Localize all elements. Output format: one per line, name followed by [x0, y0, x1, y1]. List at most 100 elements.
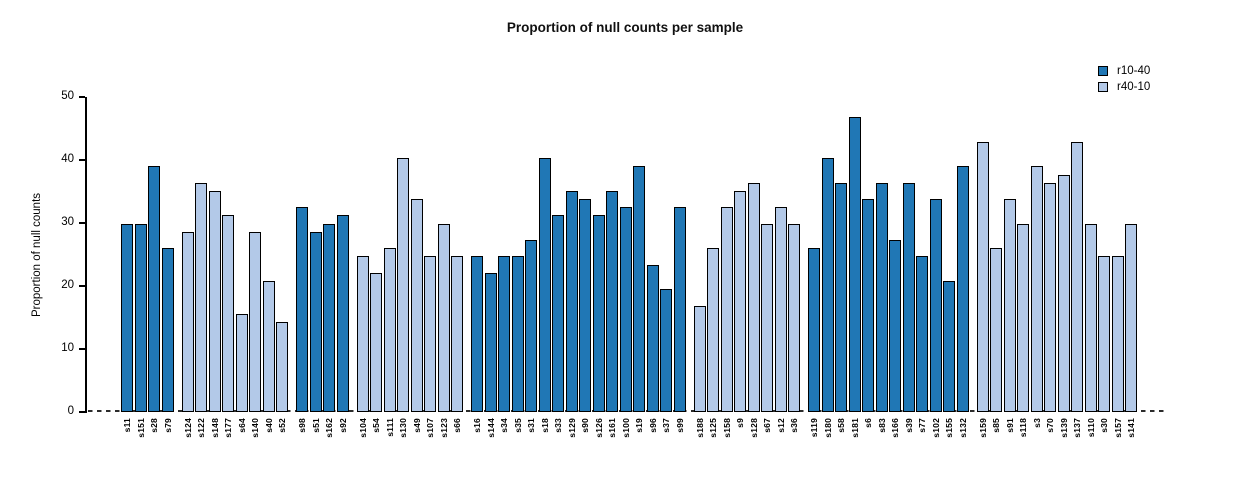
x-axis-label-s129: s129: [566, 418, 577, 438]
bar-s129: [565, 190, 578, 412]
x-axis-label-s58: s58: [836, 418, 846, 433]
x-axis-label-s34: s34: [499, 418, 509, 433]
y-tick-label: 0: [67, 405, 74, 417]
bar-s132: [956, 166, 969, 412]
bar-s83: [875, 182, 888, 412]
bar-column-s67: s67: [761, 97, 773, 433]
bar-s126: [592, 215, 605, 412]
bar-s119: [808, 248, 820, 412]
x-axis-label-s35: s35: [512, 418, 523, 433]
bar-s92: [336, 215, 349, 412]
y-tick-mark: [79, 348, 85, 350]
bar-s30: [1098, 256, 1110, 412]
x-axis-label-s79: s79: [162, 418, 173, 433]
x-axis-label-s96: s96: [647, 418, 658, 433]
x-axis-label-s6: s6: [863, 418, 873, 428]
bar-group-r10-40: s11 s151 s28 s79: [121, 97, 174, 438]
y-tick-mark: [79, 285, 85, 287]
bar-column-s130: s130: [397, 97, 409, 438]
bar-column-s16: s16: [471, 97, 483, 433]
x-axis-label-s151: s151: [135, 418, 146, 438]
bar-column-s54: s54: [370, 97, 382, 433]
x-axis-label-s132: s132: [957, 418, 968, 438]
bar-s180: [821, 158, 834, 412]
bar-column-s181: s181: [848, 97, 861, 438]
bar-column-s6: s6: [862, 97, 874, 428]
x-axis-label-s90: s90: [580, 418, 590, 433]
bar-column-s96: s96: [646, 97, 659, 433]
legend: r10-40 r40-10: [1098, 64, 1150, 94]
bar-column-s110: s110: [1084, 97, 1097, 437]
bar-column-s98: s98: [296, 97, 308, 433]
bar-column-s33: s33: [552, 97, 564, 433]
bar-column-s12: s12: [774, 97, 787, 433]
x-axis-label-s141: s141: [1126, 418, 1136, 438]
bar-column-s129: s129: [565, 97, 578, 438]
bar-s77: [916, 256, 928, 412]
bar-column-s140: s140: [249, 97, 261, 438]
bar-column-s11: s11: [121, 97, 133, 432]
bar-s19: [633, 166, 645, 412]
legend-item-r40-10: r40-10: [1098, 80, 1150, 94]
bar-column-s3: s3: [1030, 97, 1043, 428]
x-axis-label-s36: s36: [789, 418, 799, 433]
bar-column-s124: s124: [181, 97, 194, 438]
bar-s110: [1084, 223, 1097, 412]
bar-group-r10-40: s16 s144 s34 s35 s31 s18 s33 s129 s90 s126 s161 s10…: [471, 97, 686, 438]
y-tick-label: 30: [61, 216, 74, 228]
y-tick-mark: [79, 411, 85, 413]
bar-s162: [323, 223, 335, 412]
bar-column-s79: s79: [161, 97, 174, 433]
bar-group-r10-40: s119 s180 s58 s181 s6 s83 s166 s39 s77 s102 s155 s1…: [808, 97, 969, 438]
bar-column-s119: s119: [808, 97, 820, 437]
x-axis-label-s64: s64: [236, 418, 247, 433]
bar-column-s64: s64: [235, 97, 248, 433]
bar-s155: [943, 281, 955, 412]
bar-s181: [848, 117, 861, 412]
y-tick-label: 40: [61, 153, 74, 165]
bar-s137: [1071, 141, 1083, 412]
bar-s102: [929, 199, 942, 412]
bar-column-s30: s30: [1098, 97, 1110, 433]
bar-column-s91: s91: [1003, 97, 1016, 433]
bar-column-s151: s151: [134, 97, 147, 438]
x-axis-label-s85: s85: [991, 418, 1001, 433]
bar-s34: [498, 256, 510, 412]
x-axis-label-s49: s49: [411, 418, 422, 433]
bar-column-s39: s39: [902, 97, 915, 433]
x-axis-label-s99: s99: [674, 418, 685, 433]
y-axis-line: [85, 97, 87, 413]
x-axis-label-s31: s31: [526, 418, 536, 433]
x-axis-label-s51: s51: [310, 418, 321, 433]
bar-s188: [693, 305, 706, 412]
bar-s36: [788, 223, 800, 412]
bar-s49: [410, 199, 423, 412]
bar-column-s36: s36: [788, 97, 800, 433]
x-axis-label-s124: s124: [182, 418, 193, 438]
x-axis-label-s98: s98: [297, 418, 307, 433]
bar-column-s31: s31: [525, 97, 537, 433]
bar-s123: [437, 223, 450, 412]
bar-s96: [646, 264, 659, 412]
bar-s104: [356, 256, 369, 412]
x-axis-label-s107: s107: [425, 418, 435, 438]
bar-s177: [222, 215, 234, 412]
bar-s52: [276, 321, 288, 412]
x-axis-label-s83: s83: [876, 418, 887, 433]
chart-title: Proportion of null counts per sample: [506, 20, 744, 35]
bar-group-r40-10: s159 s85 s91 s118 s3 s70 s139 s137 s110 s30 s157 s1…: [976, 97, 1137, 438]
bar-s100: [619, 207, 632, 412]
bar-column-s90: s90: [579, 97, 591, 433]
bar-s98: [296, 207, 308, 412]
bar-column-s52: s52: [276, 97, 288, 433]
x-axis-label-s100: s100: [620, 418, 631, 438]
x-axis-label-s9: s9: [735, 418, 745, 428]
bar-s124: [181, 231, 194, 412]
x-axis-label-s148: s148: [209, 418, 220, 438]
x-axis-label-s126: s126: [593, 418, 604, 438]
bar-column-s118: s118: [1017, 97, 1029, 437]
bar-s128: [747, 182, 760, 412]
bar-s6: [862, 199, 874, 412]
bar-column-s19: s19: [633, 97, 645, 433]
y-tick-mark: [79, 222, 85, 224]
